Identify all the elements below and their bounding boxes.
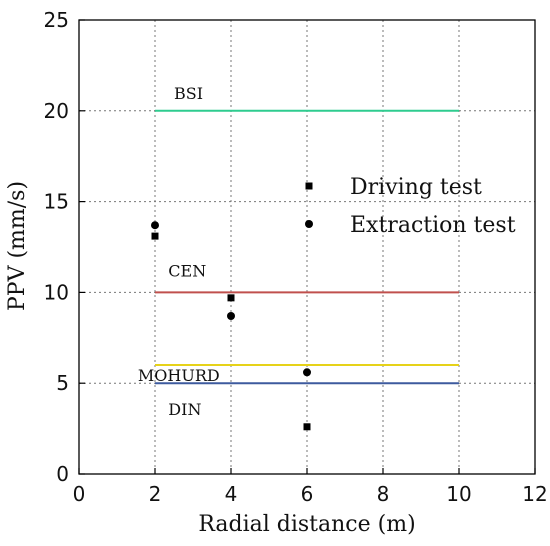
y-tick-label: 25 xyxy=(44,8,69,32)
y-tick-label: 15 xyxy=(44,190,69,214)
legend-marker-extraction-test xyxy=(305,220,313,228)
driving-test-point xyxy=(151,232,159,240)
x-axis-label: Radial distance (m) xyxy=(198,512,415,537)
x-tick-label: 12 xyxy=(522,482,547,506)
reference-label-din: DIN xyxy=(168,400,201,419)
legend-marker-driving-test xyxy=(305,182,313,190)
data-points xyxy=(151,221,311,431)
driving-test-point xyxy=(303,423,311,431)
x-tick-label: 4 xyxy=(225,482,238,506)
reference-lines: BSI CEN MOHURD DIN xyxy=(138,84,459,419)
y-tick-label: 0 xyxy=(56,462,69,486)
reference-label-mohurd: MOHURD xyxy=(138,366,220,385)
legend-label-driving-test: Driving test xyxy=(350,175,482,200)
x-tick-label: 2 xyxy=(149,482,162,506)
axes: 0 2 4 6 8 10 12 0 5 10 15 20 25 xyxy=(44,8,548,506)
extraction-test-point xyxy=(151,221,159,230)
reference-label-cen: CEN xyxy=(168,261,206,280)
x-tick-label: 6 xyxy=(301,482,314,506)
reference-label-bsi: BSI xyxy=(174,84,203,103)
extraction-test-point xyxy=(227,312,235,321)
x-tick-label: 10 xyxy=(446,482,471,506)
extraction-test-point xyxy=(303,368,311,377)
driving-test-point xyxy=(227,294,235,302)
legend-label-extraction-test: Extraction test xyxy=(350,213,516,238)
y-axis-label: PPV (mm/s) xyxy=(5,181,30,311)
legend: Driving test Extraction test xyxy=(305,175,516,238)
y-tick-label: 20 xyxy=(44,99,69,123)
x-tick-label: 0 xyxy=(73,482,86,506)
y-tick-label: 10 xyxy=(44,280,69,304)
x-tick-label: 8 xyxy=(377,482,390,506)
grid-lines xyxy=(79,20,535,474)
y-tick-label: 5 xyxy=(56,371,69,395)
